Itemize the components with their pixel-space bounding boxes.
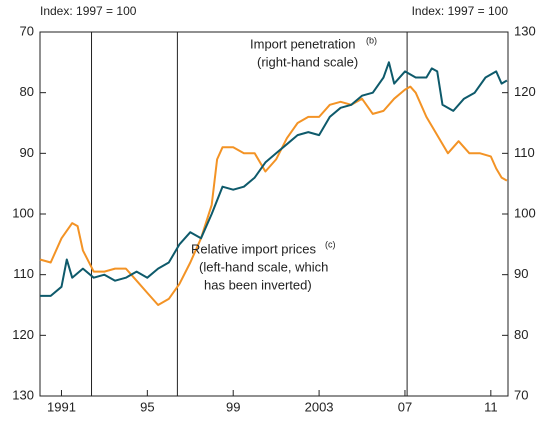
y-tick-label: 70: [20, 23, 34, 38]
annotation: (right-hand scale): [257, 54, 358, 69]
y-tick-label: 120: [12, 327, 34, 342]
series-label: Import penetration: [250, 36, 356, 51]
series-note: (b): [366, 35, 377, 45]
y2-tick-label: 90: [514, 266, 528, 281]
y2-tick-label: 120: [514, 84, 536, 99]
annotation: has been inverted): [204, 277, 312, 292]
x-tick-label: 11: [484, 399, 498, 414]
series-note: (c): [325, 239, 336, 249]
y2-tick-label: 100: [514, 205, 536, 220]
y2-axis-label: Index: 1997 = 100: [412, 4, 509, 18]
y2-tick-label: 80: [514, 327, 528, 342]
x-tick-label: 2003: [305, 399, 334, 414]
series-label: Relative import prices: [191, 241, 316, 256]
series-line: [40, 61, 508, 297]
y-axis-label: Index: 1997 = 100: [40, 4, 137, 18]
x-tick-label: 99: [226, 399, 240, 414]
y-tick-label: 130: [12, 387, 34, 402]
y-tick-label: 110: [13, 266, 34, 281]
plot-frame: [39, 31, 509, 397]
y2-tick-label: 70: [514, 387, 528, 402]
x-tick-label: 95: [140, 399, 154, 414]
x-tick-label: 07: [398, 399, 412, 414]
y-tick-label: 90: [20, 145, 34, 160]
y2-tick-label: 130: [514, 23, 536, 38]
y2-tick-label: 110: [514, 145, 535, 160]
series-line: [39, 85, 508, 306]
x-tick-label: 1991: [47, 399, 76, 414]
y-tick-label: 80: [20, 84, 34, 99]
y-tick-label: 100: [12, 205, 34, 220]
annotation: (left-hand scale, which: [199, 259, 328, 274]
